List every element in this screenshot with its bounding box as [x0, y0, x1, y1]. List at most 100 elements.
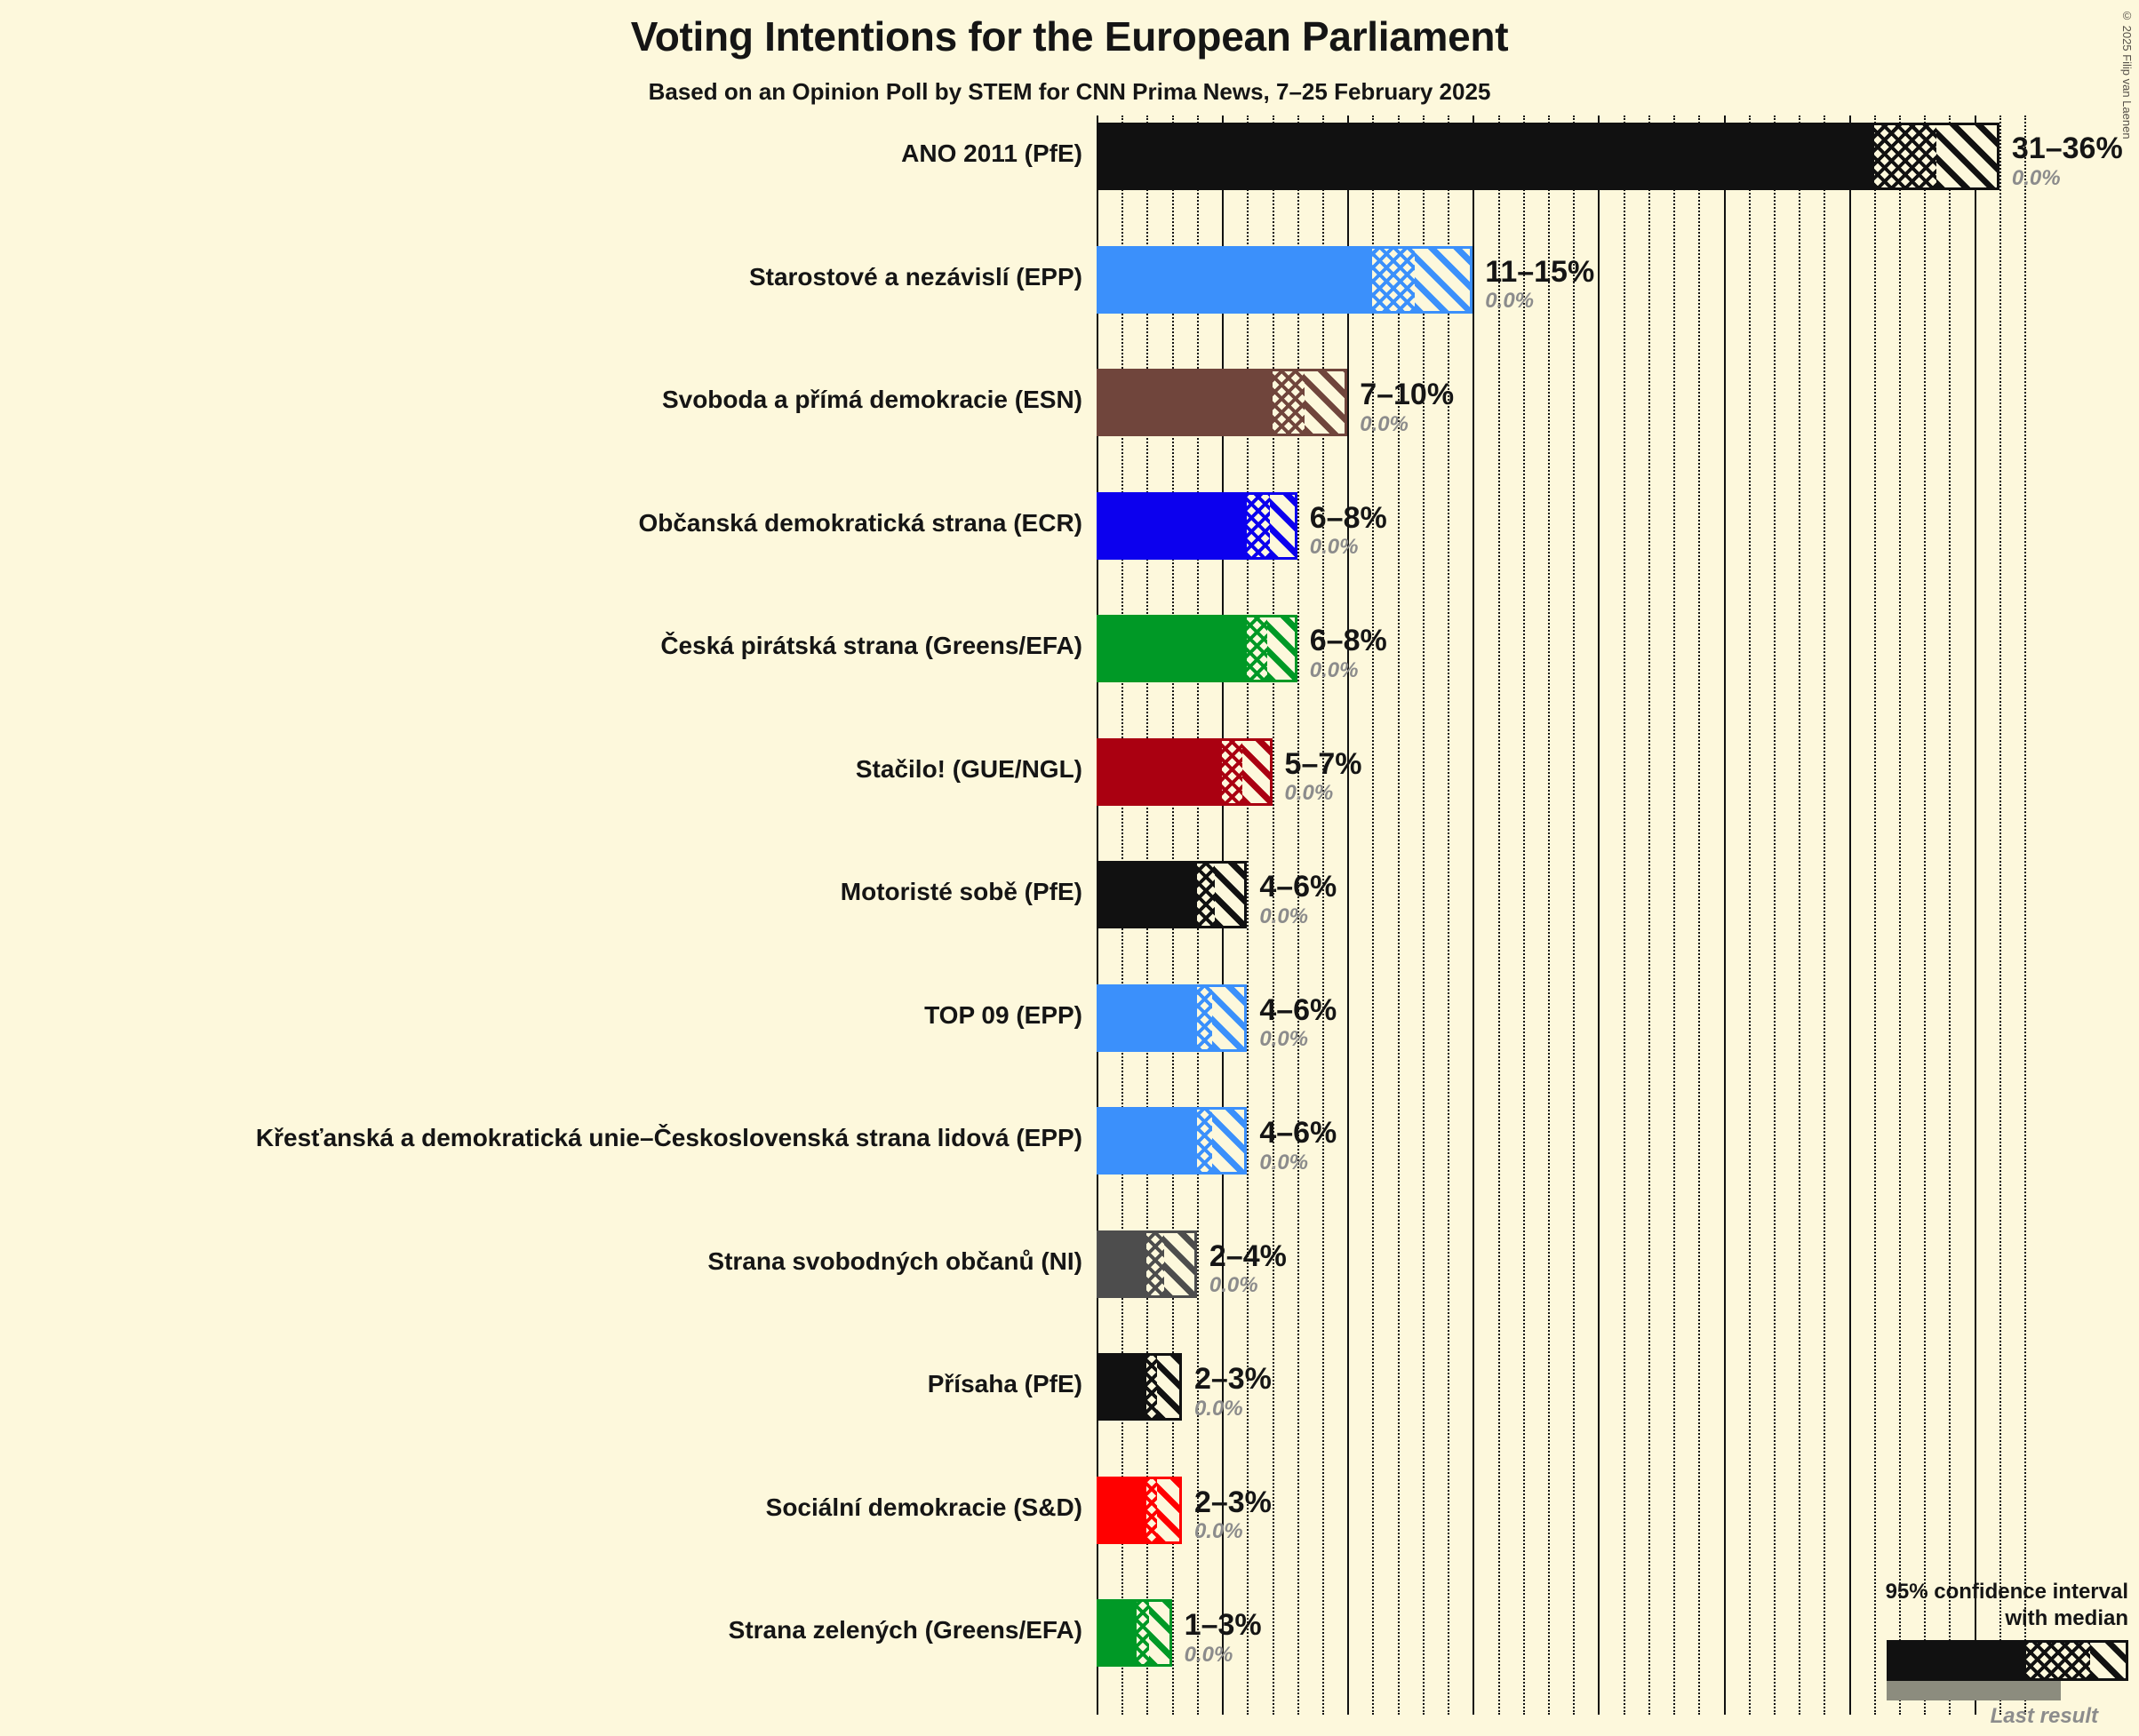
legend-segment-median	[2026, 1643, 2091, 1678]
bar-segment-upper-bound	[1269, 494, 1295, 557]
bar-value-group: 4–6% 0.0%	[1259, 870, 1337, 928]
category-label: Svoboda a přímá demokracie (ESN)	[661, 386, 1082, 413]
bar-value-group: 4–6% 0.0%	[1259, 994, 1337, 1052]
gridlines	[1097, 115, 2047, 1715]
bar-segment-lower-bound	[1099, 1602, 1137, 1664]
legend-line-2: with median	[2005, 1605, 2128, 1630]
bar-last-result-label: 0.0%	[1259, 1027, 1309, 1052]
bar-segment-to-median	[1196, 864, 1215, 926]
bar-row[interactable]	[1097, 615, 1297, 682]
gridline-minor	[1924, 115, 1927, 1715]
bar-segment-lower-bound	[1099, 248, 1373, 311]
gridline-minor	[1448, 115, 1450, 1715]
bar-last-result-label: 0.0%	[1360, 411, 1409, 436]
category-label: Křesťanská a demokratická unie–Českoslov…	[255, 1124, 1082, 1151]
category-label: Sociální demokracie (S&D)	[765, 1493, 1082, 1521]
bar-value-label: 11–15%	[1485, 254, 1595, 289]
bar-segment-to-median	[1247, 494, 1270, 557]
gridline-minor	[1748, 115, 1751, 1715]
bar-value-group: 31–36% 0.0%	[2011, 131, 2123, 190]
gridline-minor	[1573, 115, 1576, 1715]
bar-row[interactable]	[1097, 245, 1473, 314]
bar-row[interactable]	[1097, 1230, 1197, 1298]
gridline-minor	[1297, 115, 1299, 1715]
gridline-minor	[1899, 115, 1902, 1715]
bar-segment-upper-bound	[1211, 986, 1245, 1049]
bar-segment-lower-bound	[1099, 864, 1197, 926]
bar-segment-lower-bound	[1099, 986, 1197, 1049]
bar-segment-lower-bound	[1099, 1110, 1197, 1172]
bar-row[interactable]	[1097, 491, 1297, 560]
bar-segment-to-median	[1196, 1110, 1212, 1172]
bar-segment-lower-bound	[1099, 125, 1874, 187]
bar-segment-upper-bound	[1214, 864, 1245, 926]
bar-last-result-label: 0.0%	[1193, 1396, 1243, 1421]
bar-segment-lower-bound	[1099, 617, 1248, 680]
copyright-notice: © 2025 Filip van Laenen	[2120, 9, 2134, 139]
bar-last-result-label: 0.0%	[1309, 657, 1359, 682]
bar-row[interactable]	[1097, 861, 1248, 928]
gridline-minor	[1247, 115, 1249, 1715]
bar-segment-to-median	[1873, 125, 1937, 187]
category-label: TOP 09 (EPP)	[924, 1000, 1082, 1029]
bar-value-label: 2–3%	[1193, 1485, 1272, 1519]
bar-value-label: 4–6%	[1259, 870, 1337, 904]
bar-segment-lower-bound	[1099, 371, 1273, 434]
bar-value-group: 2–3% 0.0%	[1193, 1362, 1272, 1421]
gridline-major	[1473, 115, 1475, 1715]
gridline-minor	[1648, 115, 1650, 1715]
category-axis-labels: ANO 2011 (PfE) Starostové a nezávislí (EP…	[0, 115, 1089, 1715]
category-label: Přísaha (PfE)	[927, 1370, 1082, 1398]
bar-segment-to-median	[1146, 1478, 1157, 1541]
gridline-minor	[2024, 115, 2027, 1715]
bar-segment-lower-bound	[1099, 1356, 1147, 1418]
bar-value-group: 6–8% 0.0%	[1310, 625, 1387, 682]
bar-value-label: 2–3%	[1193, 1362, 1272, 1396]
bar-segment-to-median	[1222, 740, 1242, 803]
category-label: Občanská demokratická strana (ECR)	[638, 508, 1082, 537]
bar-segment-to-median	[1247, 617, 1267, 680]
bar-segment-upper-bound	[1156, 1356, 1179, 1418]
bar-last-result-label: 0.0%	[1209, 1273, 1258, 1298]
chart-title: Voting Intentions for the European Parli…	[630, 13, 1509, 60]
gridline-minor	[1623, 115, 1625, 1715]
gridline-minor	[1799, 115, 1801, 1715]
category-label: Motoristé sobě (PfE)	[840, 878, 1082, 905]
bar-segment-lower-bound	[1099, 494, 1248, 557]
bar-segment-upper-bound	[1266, 617, 1295, 680]
gridline-major	[1974, 115, 1976, 1715]
gridline-major	[1723, 115, 1726, 1715]
bar-segment-upper-bound	[1415, 248, 1471, 311]
bar-row[interactable]	[1097, 369, 1348, 436]
chart-subtitle: Based on an Opinion Poll by STEM for CNN…	[648, 78, 1491, 105]
bar-value-label: 6–8%	[1309, 624, 1387, 657]
gridline-minor	[1949, 115, 1951, 1715]
category-label: Česká pirátská strana (Greens/EFA)	[660, 632, 1082, 659]
gridline-major	[1848, 115, 1851, 1715]
gridline-minor	[1873, 115, 1876, 1715]
gridline-major	[1598, 115, 1600, 1715]
bar-row[interactable]	[1097, 1476, 1182, 1544]
bar-last-result-label: 0.0%	[1309, 535, 1359, 560]
bar-value-group: 2–3% 0.0%	[1193, 1485, 1272, 1544]
bar-row[interactable]	[1097, 1599, 1172, 1667]
bar-segment-upper-bound	[1936, 125, 1997, 187]
bar-value-label: 2–4%	[1209, 1238, 1287, 1273]
bar-segment-to-median	[1372, 248, 1416, 311]
bar-value-group: 11–15% 0.0%	[1485, 254, 1595, 314]
legend-last-result-label: Last result	[1990, 1704, 2098, 1728]
bar-row[interactable]	[1097, 123, 1999, 190]
gridline-minor	[1321, 115, 1324, 1715]
bar-row[interactable]	[1097, 737, 1273, 806]
bar-segment-to-median	[1272, 371, 1305, 434]
bar-row[interactable]	[1097, 1107, 1248, 1175]
bar-last-result-label: 0.0%	[1259, 1150, 1309, 1175]
bar-value-label: 31–36%	[2011, 131, 2123, 165]
category-label: Stačilo! (GUE/NGL)	[855, 754, 1082, 783]
gridline-major	[1347, 115, 1350, 1715]
bar-row[interactable]	[1097, 983, 1248, 1052]
bar-row[interactable]	[1097, 1353, 1182, 1421]
bar-value-group: 2–4% 0.0%	[1209, 1238, 1287, 1298]
bar-segment-upper-bound	[1241, 740, 1270, 803]
gridline-minor	[1272, 115, 1274, 1715]
